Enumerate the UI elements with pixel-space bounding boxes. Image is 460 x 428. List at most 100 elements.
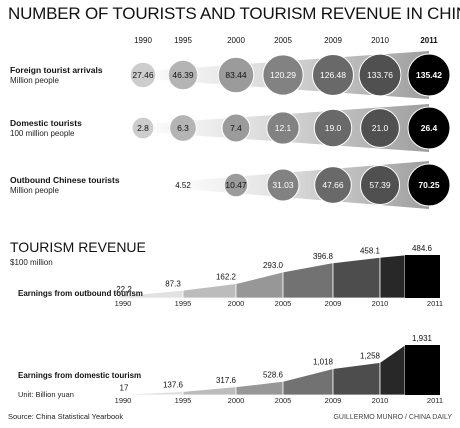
bubble xyxy=(169,114,197,142)
area-segment xyxy=(235,380,284,396)
row-unit: 100 million people xyxy=(10,129,75,138)
bubble-value-label: 126.48 xyxy=(320,70,346,80)
area-segment xyxy=(182,283,237,299)
year-header-2010: 2010 xyxy=(371,36,389,45)
bubble-value-label: 21.0 xyxy=(372,123,389,133)
x-tick-label: 2005 xyxy=(275,299,292,308)
area-value-label: 1,258 xyxy=(360,351,381,360)
area-value-label: 22.2 xyxy=(116,285,132,294)
area-value-label: 1,018 xyxy=(313,358,334,367)
bubble-value-label: 31.03 xyxy=(272,180,294,190)
area-value-label: 458.1 xyxy=(360,246,381,255)
area-segment xyxy=(405,345,440,395)
x-tick-label: 2009 xyxy=(325,396,342,405)
bubble xyxy=(266,168,300,202)
area-segment xyxy=(282,368,334,396)
x-tick-label: 2000 xyxy=(228,396,245,405)
bubble-chart: 1990 1995 2000 2005 2009 2010 2011 27.46 46.39 83… xyxy=(10,36,451,209)
bubble-value-label: 83.44 xyxy=(225,70,247,80)
bubble-value-label: 10.47 xyxy=(225,180,247,190)
bubble-value-label: 4.52 xyxy=(175,181,191,190)
bubble xyxy=(131,116,155,140)
bubble-value-label: 57.39 xyxy=(369,180,391,190)
bubble-value-label: 135.42 xyxy=(416,70,442,80)
area-segment xyxy=(379,254,406,299)
row-unit: Million people xyxy=(10,76,59,85)
bubble xyxy=(223,172,249,198)
source-note: Source: China Statistical Yearbook xyxy=(8,412,123,421)
x-tick-label: 1990 xyxy=(115,299,132,308)
bubble-value-label: 26.4 xyxy=(421,123,438,133)
bubble xyxy=(129,61,157,89)
bubble-value-label: 6.3 xyxy=(177,123,189,133)
bubble xyxy=(407,106,451,150)
area-value-label: 87.3 xyxy=(165,279,181,288)
area-segment xyxy=(379,344,406,396)
page-title: NUMBER OF TOURISTS AND TOURISM REVENUE I… xyxy=(8,4,460,23)
x-tick-label: 2011 xyxy=(427,396,443,405)
year-header-2011: 2011 xyxy=(420,36,438,45)
section-unit: $100 million xyxy=(10,258,53,267)
area-segment xyxy=(182,386,237,396)
row-label: Foreign tourist arrivals xyxy=(10,65,103,75)
bubble xyxy=(407,163,451,207)
x-tick-label: 2010 xyxy=(372,396,389,405)
bubble-value-label: 120.29 xyxy=(270,70,296,80)
x-tick-label: 2000 xyxy=(228,299,245,308)
area-value-label: 17 xyxy=(120,384,129,393)
x-tick-label: 1995 xyxy=(175,396,192,405)
area-segment xyxy=(282,262,334,299)
year-header-1995: 1995 xyxy=(174,36,192,45)
area-segment xyxy=(235,271,284,299)
area-value-label: 484.6 xyxy=(412,244,433,253)
bubble xyxy=(407,53,451,97)
area-segment xyxy=(118,391,184,396)
x-tick-label: 2009 xyxy=(325,299,342,308)
bubble xyxy=(313,108,353,148)
bubble xyxy=(359,164,401,206)
x-tick-label: 1995 xyxy=(175,299,192,308)
area-label: Earnings from domestic tourism xyxy=(18,371,141,380)
row-label: Outbound Chinese tourists xyxy=(10,175,120,185)
row-label: Domestic tourists xyxy=(10,118,82,128)
bubble xyxy=(217,56,255,94)
bubble-value-label: 2.8 xyxy=(137,123,149,133)
bubble xyxy=(221,113,251,143)
area-segment xyxy=(332,256,381,299)
bubble-value-label: 70.25 xyxy=(418,180,440,190)
bubble-value-label: 133.76 xyxy=(367,70,393,80)
area-segment xyxy=(405,255,440,298)
year-header-2009: 2009 xyxy=(324,36,342,45)
bubble xyxy=(312,54,354,96)
area-label: Earnings from outbound tourism xyxy=(18,289,143,298)
bubble-value-label: 47.66 xyxy=(322,180,344,190)
area-value-label: 317.6 xyxy=(216,376,237,385)
bubble xyxy=(167,59,199,91)
area-segment xyxy=(332,361,381,396)
credit-note: GUILLERMO MUNRO / CHINA DAILY xyxy=(333,414,452,421)
bubble xyxy=(266,111,300,145)
row-unit: Million people xyxy=(10,186,59,195)
x-tick-label: 2005 xyxy=(275,396,292,405)
area-value-label: 396.8 xyxy=(313,252,334,261)
bubble xyxy=(358,53,402,97)
area-value-label: 162.2 xyxy=(216,273,237,282)
year-header-1990: 1990 xyxy=(134,36,152,45)
domestic-earnings-chart: 1990 1995 2000 2005 2009 2010 2011 17 137.6 317.6… xyxy=(18,334,443,405)
bubble xyxy=(314,166,352,204)
area-value-label: 293.0 xyxy=(263,261,284,270)
bubble-value-label: 12.1 xyxy=(275,123,292,133)
bubble xyxy=(360,108,400,148)
year-header-2005: 2005 xyxy=(274,36,292,45)
area-value-label: 528.6 xyxy=(263,370,284,379)
x-tick-label: 2010 xyxy=(372,299,389,308)
x-tick-label: 2011 xyxy=(427,299,443,308)
outbound-earnings-chart: TOURISM REVENUE $100 million 1990 1995 2000 2… xyxy=(10,239,443,308)
area-value-label: 1,931 xyxy=(412,334,433,343)
bubble xyxy=(262,54,304,96)
bubble-value-label: 27.46 xyxy=(132,70,154,80)
area-value-label: 137.6 xyxy=(163,380,184,389)
bubble-value-label: 46.39 xyxy=(172,70,194,80)
bubble-value-label: 7.4 xyxy=(230,123,242,133)
